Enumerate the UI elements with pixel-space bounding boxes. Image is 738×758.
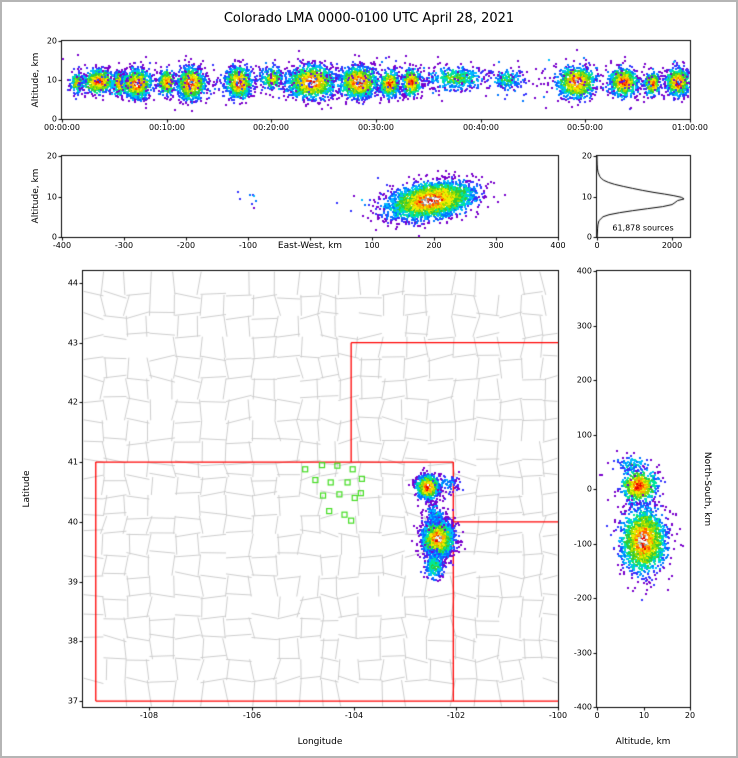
map-xlabel: Longitude xyxy=(297,737,343,747)
tick-label: -102 xyxy=(446,711,466,720)
time-panel-ylabel: Altitude, km xyxy=(31,52,41,108)
tick-label: 42 xyxy=(67,397,78,407)
tick-label: 300 xyxy=(488,241,504,250)
tick-label: 400 xyxy=(550,241,566,250)
tick-label: 01:00:00 xyxy=(672,123,708,132)
plan-view-map-panel xyxy=(83,271,558,707)
tick-label: 40 xyxy=(67,517,78,527)
tick-label: 10 xyxy=(638,711,650,720)
tick-label: 38 xyxy=(67,636,78,646)
tick-label: -100 xyxy=(548,711,568,720)
tick-label: 10 xyxy=(46,192,57,202)
tick-label: 400 xyxy=(576,266,592,276)
figure-title: Colorado LMA 0000-0100 UTC April 28, 202… xyxy=(223,11,515,26)
tick-label: 20 xyxy=(46,36,57,46)
tick-label: 0 xyxy=(51,232,57,242)
tick-label: 20 xyxy=(46,151,57,161)
tick-label: 0 xyxy=(594,241,600,250)
tick-label: 100 xyxy=(364,241,380,250)
tick-label: 00:50:00 xyxy=(567,123,603,132)
tick-label: 10 xyxy=(46,75,57,85)
tick-label: 00:20:00 xyxy=(253,123,289,132)
tick-label: -400 xyxy=(52,241,72,250)
tick-label: 200 xyxy=(576,375,592,385)
north-south-height-density-panel xyxy=(597,271,690,707)
tick-label: 00:40:00 xyxy=(463,123,499,132)
tick-label: -108 xyxy=(139,711,159,720)
tick-label: 0 xyxy=(586,484,592,494)
tick-label: -300 xyxy=(573,648,592,658)
time-height-density-panel xyxy=(62,41,690,119)
ns-panel-ylabel-right: North-South, km xyxy=(702,451,712,527)
tick-label: -100 xyxy=(238,241,258,250)
tick-label: 300 xyxy=(576,321,592,331)
tick-label: -106 xyxy=(242,711,262,720)
tick-label: 0 xyxy=(586,232,592,242)
source-count-annotation: 61,878 sources xyxy=(612,223,674,233)
tick-label: 44 xyxy=(67,278,78,288)
tick-label: 00:00:00 xyxy=(44,123,80,132)
ns-panel-xlabel: Altitude, km xyxy=(615,737,671,747)
tick-label: 100 xyxy=(576,430,592,440)
tick-label: -300 xyxy=(114,241,134,250)
tick-label: 200 xyxy=(426,241,442,250)
tick-label: 0 xyxy=(594,711,600,720)
ew-panel-ylabel: Altitude, km xyxy=(31,168,41,224)
east-west-height-density-panel xyxy=(62,156,558,237)
tick-label: 37 xyxy=(67,696,78,706)
tick-label: -100 xyxy=(573,539,592,549)
tick-label: 43 xyxy=(67,338,78,348)
tick-label: 20 xyxy=(581,151,592,161)
tick-label: 00:30:00 xyxy=(358,123,394,132)
tick-label: -400 xyxy=(573,702,592,712)
tick-label: 41 xyxy=(67,457,78,467)
tick-label: 39 xyxy=(67,577,78,587)
tick-label: 00:10:00 xyxy=(149,123,185,132)
tick-label: 2000 xyxy=(661,241,683,250)
map-ylabel: Latitude xyxy=(22,470,32,508)
tick-label: 0 xyxy=(51,114,57,124)
tick-label: -104 xyxy=(344,711,364,720)
ew-panel-xlabel: East-West, km xyxy=(277,241,343,251)
tick-label: 20 xyxy=(684,711,696,720)
tick-label: 10 xyxy=(581,192,592,202)
tick-label: -200 xyxy=(176,241,196,250)
tick-label: -200 xyxy=(573,593,592,603)
altitude-source-histogram-panel xyxy=(597,156,690,237)
